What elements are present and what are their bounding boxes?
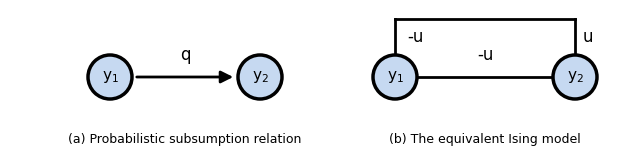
Text: -u: -u <box>477 46 493 64</box>
Circle shape <box>553 55 597 99</box>
Text: y$_2$: y$_2$ <box>567 69 583 85</box>
Text: (b) The equivalent Ising model: (b) The equivalent Ising model <box>389 133 581 146</box>
Circle shape <box>88 55 132 99</box>
Circle shape <box>373 55 417 99</box>
Text: y$_2$: y$_2$ <box>252 69 268 85</box>
Text: (a) Probabilistic subsumption relation: (a) Probabilistic subsumption relation <box>68 133 302 146</box>
Text: -u: -u <box>407 28 424 46</box>
Text: q: q <box>180 46 190 64</box>
Circle shape <box>238 55 282 99</box>
Text: u: u <box>583 28 593 46</box>
Text: y$_1$: y$_1$ <box>101 69 119 85</box>
Text: y$_1$: y$_1$ <box>387 69 403 85</box>
